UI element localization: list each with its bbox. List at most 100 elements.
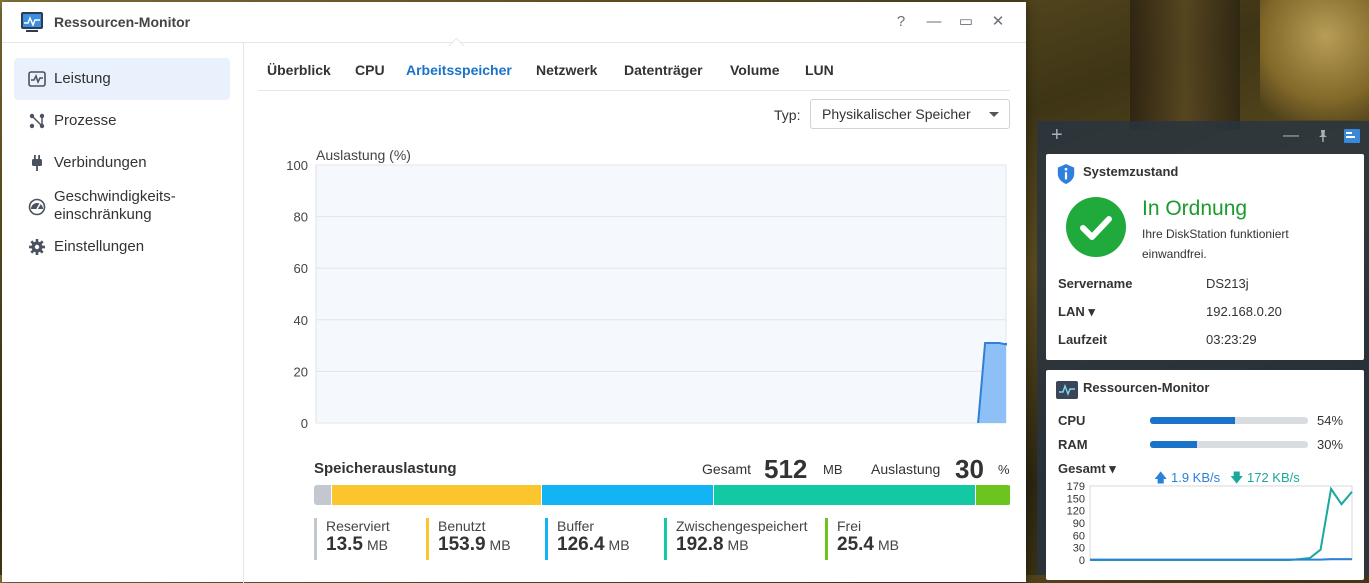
net-chart-y-tick-label: 179 [1067,482,1085,493]
type-select-value: Physikalischer Speicher [822,106,971,122]
tab-bar: Überblick CPU Arbeitsspeicher Netzwerk D… [258,44,1010,91]
sidebar-item-einstellungen[interactable]: Einstellungen [14,226,230,268]
processes-icon [28,112,46,130]
sidebar-item-leistung[interactable]: Leistung [14,58,230,100]
net-chart-y-tick-label: 60 [1073,530,1085,542]
maximize-button[interactable]: ▭ [956,12,976,32]
status-text: In Ordnung [1142,197,1247,221]
tab-netzwerk[interactable]: Netzwerk [536,62,597,78]
sidebar-item-label: Einstellungen [54,238,144,255]
cpu-usage-fill [1150,417,1235,424]
lan-value: 192.168.0.20 [1206,304,1282,319]
legend-name: Zwischengespeichert [676,518,808,534]
info-shield-icon [1056,164,1076,184]
help-button[interactable]: ? [891,12,911,32]
tab-ueberblick[interactable]: Überblick [267,62,331,78]
type-select[interactable]: Physikalischer Speicher [810,99,1010,129]
tab-arbeitsspeicher[interactable]: Arbeitsspeicher [406,62,512,78]
lan-label[interactable]: LAN ▾ [1058,304,1095,320]
chart-y-tick-label: 80 [294,210,308,225]
legend-value: 126.4 [557,534,605,555]
sidebar-item-geschwindigkeitseinschraenkung[interactable]: Geschwindigkeits- einschränkung [14,184,230,226]
widget-layout-icon[interactable] [1344,129,1360,143]
type-label: Typ: [774,107,800,123]
status-ok-icon [1066,197,1126,257]
network-total-dropdown[interactable]: Gesamt ▾ [1058,461,1116,477]
sidebar-item-label: Verbindungen [54,154,147,171]
tab-volume[interactable]: Volume [730,62,780,78]
system-health-widget: Systemzustand In Ordnung Ihre DiskStatio… [1046,154,1364,360]
memory-usage-label: Auslastung [871,461,940,477]
legend-value: 153.9 [438,534,486,555]
legend-unit: MB [728,537,749,553]
legend-name: Reserviert [326,518,390,534]
minimize-button[interactable]: — [924,12,944,32]
server-name-value: DS213j [1206,276,1249,291]
memory-segment-frei [976,485,1011,505]
minimize-widgets-icon[interactable]: — [1283,127,1299,145]
pin-icon[interactable] [1316,129,1330,143]
legend-value: 25.4 [837,534,874,555]
resource-monitor-window: Ressourcen-Monitor ? — ▭ ✕ Leistung Proz… [2,2,1026,582]
wallpaper-tree [1130,0,1240,130]
tab-lun[interactable]: LUN [805,62,834,78]
tab-datentraeger[interactable]: Datenträger [624,62,703,78]
chart-plot-area [316,165,1006,423]
net-chart-y-tick-label: 120 [1067,506,1085,518]
chart-y-tick-label: 40 [294,313,308,328]
memory-segment-benutzt [332,485,542,505]
legend-value: 13.5 [326,534,363,555]
cpu-percent: 54% [1317,413,1343,428]
memory-segment-reserviert [314,485,332,505]
legend-unit: MB [609,537,630,553]
memory-distribution-bar [314,485,1011,505]
cpu-label: CPU [1058,413,1085,428]
memory-total-unit: MB [823,462,843,477]
resource-monitor-app-icon [20,11,44,33]
uptime-value: 03:23:29 [1206,332,1257,347]
resource-monitor-widget-title: Ressourcen-Monitor [1083,380,1209,395]
sidebar-item-label: Leistung [54,70,111,87]
sidebar-item-label-line2: einschränkung [54,206,152,223]
window-title: Ressourcen-Monitor [54,14,190,30]
resource-monitor-icon [1056,380,1078,400]
legend-unit: MB [367,537,388,553]
ram-usage-bar [1150,441,1308,448]
legend-name: Frei [837,518,899,534]
sidebar-item-prozesse[interactable]: Prozesse [14,100,230,142]
widget-panel-toolbar: + — [1037,121,1369,151]
sidebar-item-verbindungen[interactable]: Verbindungen [14,142,230,184]
legend-unit: MB [490,537,511,553]
memory-usage-value: 30 [955,454,984,485]
widget-panel: + — Systemzustand In Ordnung Ihre DiskSt… [1037,121,1369,575]
memory-segment-buffer [542,485,714,505]
net-chart-y-tick-label: 90 [1073,518,1085,530]
legend-name: Benutzt [438,518,511,534]
uptime-label: Laufzeit [1058,332,1107,347]
close-button[interactable]: ✕ [988,12,1008,32]
memory-usage-unit: % [998,462,1010,477]
status-description: Ihre DiskStation funktioniert einwandfre… [1142,224,1347,264]
titlebar[interactable]: Ressourcen-Monitor ? — ▭ ✕ [2,2,1026,43]
memory-usage-title: Speicherauslastung [314,460,457,477]
net-chart-y-tick-label: 30 [1073,543,1085,555]
chevron-down-icon [989,112,999,117]
tab-cpu[interactable]: CPU [355,62,385,78]
chart-y-tick-label: 100 [286,158,308,173]
sidebar-item-label: Prozesse [54,112,117,129]
ram-percent: 30% [1317,437,1343,452]
sidebar: Leistung Prozesse Verbindungen [2,43,244,583]
legend-name: Buffer [557,518,630,534]
chart-y-tick-label: 0 [301,416,308,431]
legend-value: 192.8 [676,534,724,555]
add-widget-icon[interactable]: + [1051,124,1063,147]
memory-total-label: Gesamt [702,461,751,477]
ram-label: RAM [1058,437,1088,452]
legend-unit: MB [878,537,899,553]
